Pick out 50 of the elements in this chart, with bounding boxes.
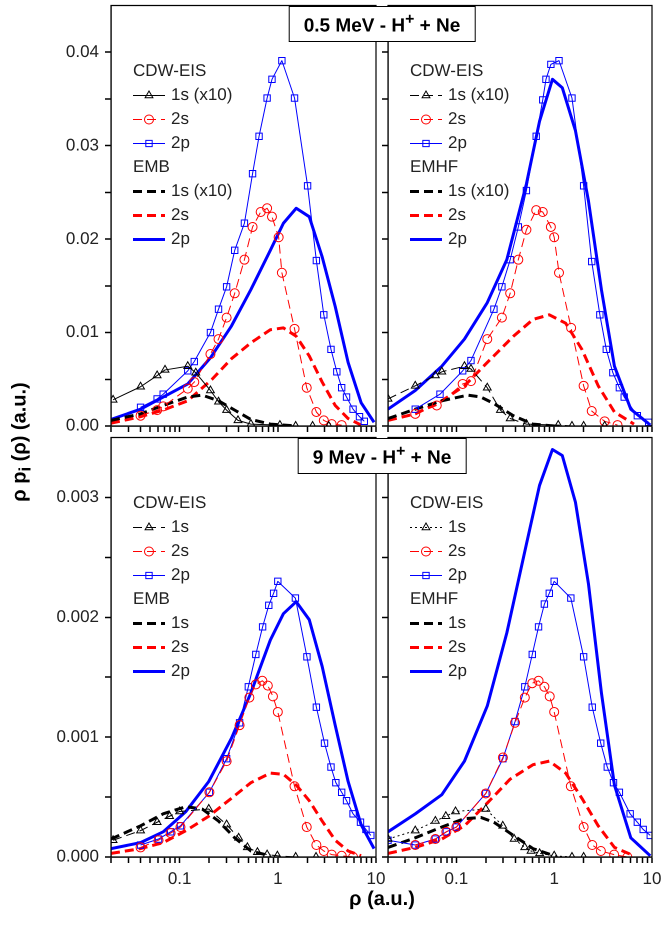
legend-label: 1s <box>171 613 189 632</box>
annotation: EMB <box>133 157 170 176</box>
annotation: CDW-EIS <box>133 493 206 512</box>
annotation: CDW-EIS <box>410 493 484 512</box>
legend-label: 1s (x10) <box>448 85 510 104</box>
x-tick-label: 1 <box>549 868 559 888</box>
y-tick-label: 0.00 <box>66 416 99 435</box>
x-tick-label: 10 <box>366 868 386 888</box>
legend-label: 1s <box>171 517 189 536</box>
annotation: EMHF <box>410 157 458 176</box>
legend-label: 2s <box>448 637 466 656</box>
legend-label: 2p <box>171 133 190 152</box>
x-axis-title: ρ (a.u.) <box>349 888 415 911</box>
legend-label: 1s (x10) <box>171 181 232 200</box>
y-tick-label: 0.01 <box>66 322 99 342</box>
legend-label: 2s <box>448 205 466 224</box>
legend-label: 2p <box>448 133 467 152</box>
x-tick-label: 0.1 <box>168 868 192 888</box>
chart-title: 0.5 MeV - H$^{+}$ + Ne <box>288 6 476 42</box>
y-tick-label: 0.001 <box>56 726 99 746</box>
y-tick-label: 0.02 <box>66 228 99 248</box>
legend-label: 2s <box>171 637 189 656</box>
annotation: CDW-EIS <box>133 61 206 80</box>
legend-label: 2p <box>448 565 467 584</box>
legend-label: 2s <box>171 205 189 224</box>
y-tick-label: 0.000 <box>56 846 99 866</box>
legend-label: 2s <box>171 541 189 560</box>
annotation: EMB <box>133 589 170 608</box>
x-tick-label: 0.1 <box>444 868 468 888</box>
legend-label: 1s <box>448 517 466 536</box>
annotation: CDW-EIS <box>410 61 484 80</box>
annotation: EMHF <box>410 589 458 608</box>
y-tick-label: 0.03 <box>66 135 99 154</box>
y-tick-label: 0.04 <box>66 42 99 61</box>
legend-label: 2p <box>171 229 190 248</box>
legend-label: 2p <box>448 229 467 248</box>
chart-title: 9 Mev - H$^{+}$ + Ne <box>298 438 466 474</box>
legend-label: 2s <box>448 541 466 560</box>
x-tick-label: 1 <box>273 868 283 888</box>
legend-label: 2p <box>448 661 467 680</box>
legend-label: 2p <box>171 661 190 680</box>
legend-label: 1s (x10) <box>171 85 232 104</box>
legend-label: 2p <box>171 565 190 584</box>
legend-label: 1s (x10) <box>448 181 510 200</box>
legend-label: 1s <box>448 613 466 632</box>
legend-label: 2s <box>171 109 189 128</box>
y-tick-label: 0.003 <box>56 487 99 506</box>
legend-label: 2s <box>448 109 466 128</box>
y-tick-label: 0.002 <box>56 606 99 626</box>
x-tick-label: 10 <box>642 868 662 888</box>
